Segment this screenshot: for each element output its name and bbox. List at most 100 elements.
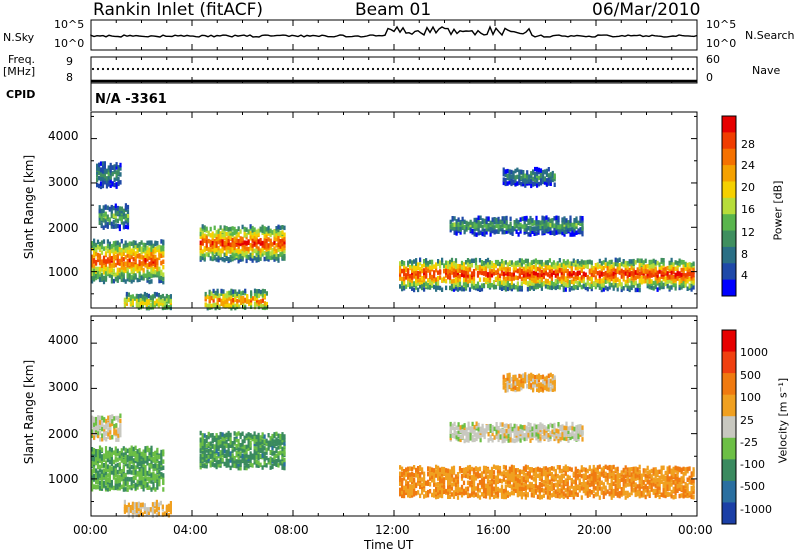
velocity-echo-cell xyxy=(452,465,456,471)
power-echo-cell xyxy=(101,169,105,174)
velocity-echo-cell xyxy=(118,481,121,486)
power-echo-cell xyxy=(109,171,112,176)
velocity-echo-cell xyxy=(235,461,238,467)
power-echo-cell xyxy=(249,231,252,236)
velocity-echo-band-3 xyxy=(199,430,286,471)
velocity-echo-cell xyxy=(233,455,236,461)
velocity-echo-cell xyxy=(223,443,226,449)
velocity-echo-cell xyxy=(486,468,490,473)
velocity-echo-cell xyxy=(522,470,525,475)
power-echo-cell xyxy=(148,261,151,267)
power-echo-cell xyxy=(238,304,241,309)
power-echo-cell xyxy=(132,275,135,280)
velocity-echo-cell xyxy=(488,493,492,498)
velocity-echo-cell xyxy=(447,481,450,486)
power-echo-cell xyxy=(455,222,458,227)
velocity-echo-cell xyxy=(514,479,517,485)
power-echo-cell xyxy=(230,294,233,300)
power-echo-cell xyxy=(670,285,673,290)
velocity-echo-cell xyxy=(512,474,515,480)
power-echo-cell xyxy=(492,280,496,285)
power-echo-cell xyxy=(255,248,258,253)
velocity-echo-cell xyxy=(138,480,141,486)
power-echo-cell xyxy=(215,239,218,244)
power-echo-cell xyxy=(568,287,571,292)
power-echo-cell xyxy=(524,173,527,179)
power-echo-cell xyxy=(259,256,262,261)
power-echo-cell xyxy=(101,183,105,189)
power-echo-cell xyxy=(594,269,597,275)
power-echo-cell xyxy=(122,211,125,216)
velocity-echo-cell xyxy=(490,483,494,488)
power-echo-cell xyxy=(146,240,149,246)
velocity-echo-cell xyxy=(255,437,258,442)
velocity-echo-cell xyxy=(98,480,102,486)
power-echo-cell xyxy=(419,269,422,274)
power-echo-cell xyxy=(506,173,509,179)
velocity-echo-cell xyxy=(219,457,222,463)
power-echo-cell xyxy=(267,225,270,231)
power-echo-cell xyxy=(225,232,228,237)
power-echo-cell xyxy=(114,246,117,251)
power-echo-cell xyxy=(93,259,96,264)
velocity-echo-cell xyxy=(249,445,252,451)
power-echo-cell xyxy=(156,257,159,263)
velocity-echo-cell xyxy=(217,459,220,465)
power-echo-cell xyxy=(536,183,539,188)
velocity-echo-cell xyxy=(500,471,504,477)
power-echo-cell xyxy=(476,270,480,276)
power-echo-cell xyxy=(255,302,259,307)
velocity-echo-cell xyxy=(470,466,474,472)
velocity-echo-cell xyxy=(472,475,476,481)
velocity-echo-cell xyxy=(123,499,126,505)
power-echo-cell xyxy=(545,172,548,178)
velocity-echo-cell xyxy=(160,472,163,477)
velocity-echo-cell xyxy=(130,481,133,486)
power-echo-cell xyxy=(674,266,677,271)
power-echo-cell xyxy=(616,277,619,282)
velocity-echo-cell xyxy=(233,462,236,468)
power-echo-cell xyxy=(550,280,553,285)
power-echo-cell xyxy=(423,273,426,278)
power-echo-cell xyxy=(646,283,649,289)
power-echo-cell xyxy=(261,228,264,233)
power-echo-band-2 xyxy=(98,203,130,232)
power-echo-cell xyxy=(124,245,127,251)
velocity-echo-cell xyxy=(93,422,96,427)
power-echo-cell xyxy=(124,203,127,208)
power-echo-cell xyxy=(113,177,116,182)
power-echo-cell xyxy=(415,258,418,263)
power-echo-cell xyxy=(581,216,584,221)
power-echo-cell xyxy=(614,277,617,282)
power-echo-cell xyxy=(612,263,615,268)
velocity-echo-cell xyxy=(492,486,496,491)
power-echo-cell xyxy=(548,258,551,263)
power-echo-cell xyxy=(652,270,655,275)
power-echo-cell xyxy=(557,215,560,221)
velocity-echo-cell xyxy=(247,437,250,443)
power-echo-cell xyxy=(233,249,236,254)
power-echo-cell xyxy=(122,208,125,214)
power-echo-cell xyxy=(117,168,120,173)
power-echo-cell xyxy=(415,266,418,271)
power-echo-cell xyxy=(128,261,131,266)
power-echo-cell xyxy=(499,227,502,232)
velocity-echo-cell xyxy=(211,443,214,449)
power-echo-cell xyxy=(104,275,108,281)
power-echo-cell xyxy=(495,229,498,234)
power-echo-cell xyxy=(120,260,123,266)
power-echo-cell xyxy=(528,286,531,291)
power-echo-cell xyxy=(151,305,154,310)
power-echo-cell xyxy=(559,224,562,229)
power-echo-cell xyxy=(162,264,165,270)
power-echo-cell xyxy=(458,274,462,279)
power-echo-cell xyxy=(558,258,561,263)
power-echo-cell xyxy=(686,272,689,277)
power-echo-cell xyxy=(99,184,103,190)
power-echo-cell xyxy=(534,271,537,276)
power-echo-cell xyxy=(680,259,683,265)
velocity-echo-cell xyxy=(132,478,135,484)
power-echo-cell xyxy=(212,288,215,294)
power-echo-cell xyxy=(139,300,142,305)
power-echo-cell xyxy=(608,267,611,272)
